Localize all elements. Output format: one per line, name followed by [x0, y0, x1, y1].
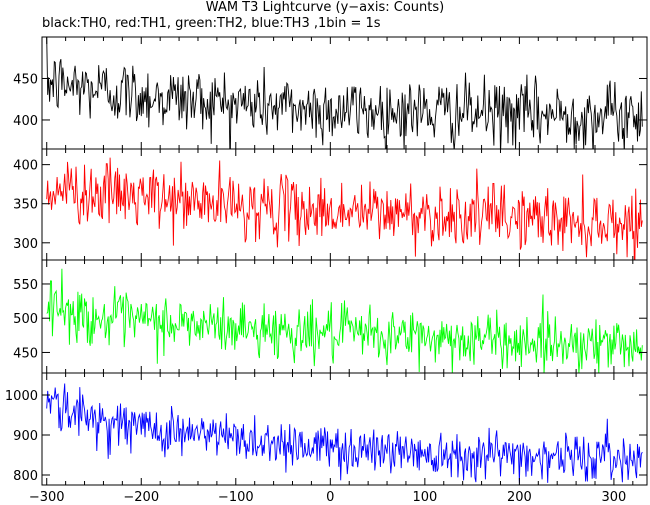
x-tick-label: −300	[29, 490, 65, 505]
panel-frame	[41, 148, 648, 261]
x-tick-label: 0	[326, 490, 334, 505]
y-tick-label: 400	[13, 159, 38, 174]
panel-th3: 800 900 1000	[5, 372, 648, 486]
chart-subtitle: black:TH0, red:TH1, green:TH2, blue:TH3 …	[42, 16, 381, 31]
y-tick-label: 400	[13, 114, 38, 129]
series-line-th1	[46, 157, 643, 260]
panel-th1: 300 350 400	[13, 148, 648, 261]
y-tick-label: 800	[13, 469, 38, 484]
panel-th2: 450 500 550	[13, 259, 648, 374]
panel-frame	[41, 36, 648, 150]
panel-frame	[41, 372, 648, 486]
y-tick-label: 500	[13, 312, 38, 327]
y-tick-label: 450	[13, 346, 38, 361]
x-tick-label: −100	[218, 490, 254, 505]
y-tick-label: 350	[13, 198, 38, 213]
series-line-th2	[46, 268, 643, 373]
y-tick-label: 450	[13, 72, 38, 87]
x-tick-label: −200	[123, 490, 159, 505]
panel-th0: 400 450	[13, 36, 648, 150]
y-tick-label: 300	[13, 237, 38, 252]
series-line-th0	[46, 37, 643, 149]
chart-title: WAM T3 Lightcurve (y−axis: Counts)	[205, 0, 445, 15]
x-tick-label: 100	[412, 490, 437, 505]
y-tick-label: 900	[13, 429, 38, 444]
y-tick-label: 1000	[5, 389, 38, 404]
x-tick-label: 300	[602, 490, 627, 505]
y-tick-label: 550	[13, 278, 38, 293]
x-tick-label: 200	[507, 490, 532, 505]
series-line-th3	[46, 383, 643, 483]
